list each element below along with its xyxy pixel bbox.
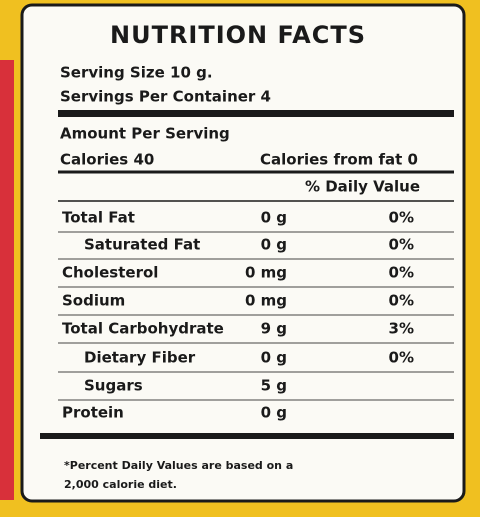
nutrient-rows: Total Fat 0 g 0% Saturated Fat 0 g 0% Choleste… — [58, 209, 454, 422]
servings-per-container: Servings Per Container 4 — [60, 88, 271, 106]
amount-per-serving: Amount Per Serving — [60, 125, 230, 143]
nutrient-daily-value: 0% — [389, 349, 414, 367]
thick-rule — [58, 110, 454, 117]
nutrient-amount: 0 g — [261, 349, 287, 367]
nutrient-name: Total Carbohydrate — [62, 320, 224, 338]
label-panel — [20, 3, 466, 503]
nutrient-name: Saturated Fat — [84, 236, 200, 254]
nutrient-amount: 9 g — [261, 320, 287, 338]
nutrient-amount: 0 g — [261, 236, 287, 254]
nutrient-name: Cholesterol — [62, 264, 158, 282]
nutrient-amount: 0 g — [261, 209, 287, 227]
nutrient-daily-value: 0% — [389, 264, 414, 282]
nutrient-amount: 0 mg — [245, 264, 287, 282]
footnote-line: *Percent Daily Values are based on a — [64, 459, 293, 472]
nutrient-amount: 0 mg — [245, 292, 287, 310]
calories-from-fat: Calories from fat 0 — [260, 151, 418, 169]
nutrient-amount: 5 g — [261, 377, 287, 395]
nutrient-name: Sugars — [84, 377, 143, 395]
nutrient-name: Protein — [62, 404, 124, 422]
package-stripe — [0, 60, 14, 500]
nutrient-name: Sodium — [62, 292, 125, 310]
calories: Calories 40 — [60, 151, 154, 169]
nutrient-amount: 0 g — [261, 404, 287, 422]
nutrient-name: Total Fat — [62, 209, 135, 227]
footnote-line: 2,000 calorie diet. — [64, 478, 177, 491]
thick-rule — [40, 433, 454, 439]
nutrient-daily-value: 0% — [389, 209, 414, 227]
nutrient-daily-value: 0% — [389, 292, 414, 310]
daily-value-header: % Daily Value — [305, 178, 420, 196]
nutrient-name: Dietary Fiber — [84, 349, 196, 367]
nutrient-daily-value: 0% — [389, 236, 414, 254]
nutrient-daily-value: 3% — [389, 320, 414, 338]
label-title: NUTRITION FACTS — [110, 21, 366, 49]
serving-size: Serving Size 10 g. — [60, 64, 213, 82]
